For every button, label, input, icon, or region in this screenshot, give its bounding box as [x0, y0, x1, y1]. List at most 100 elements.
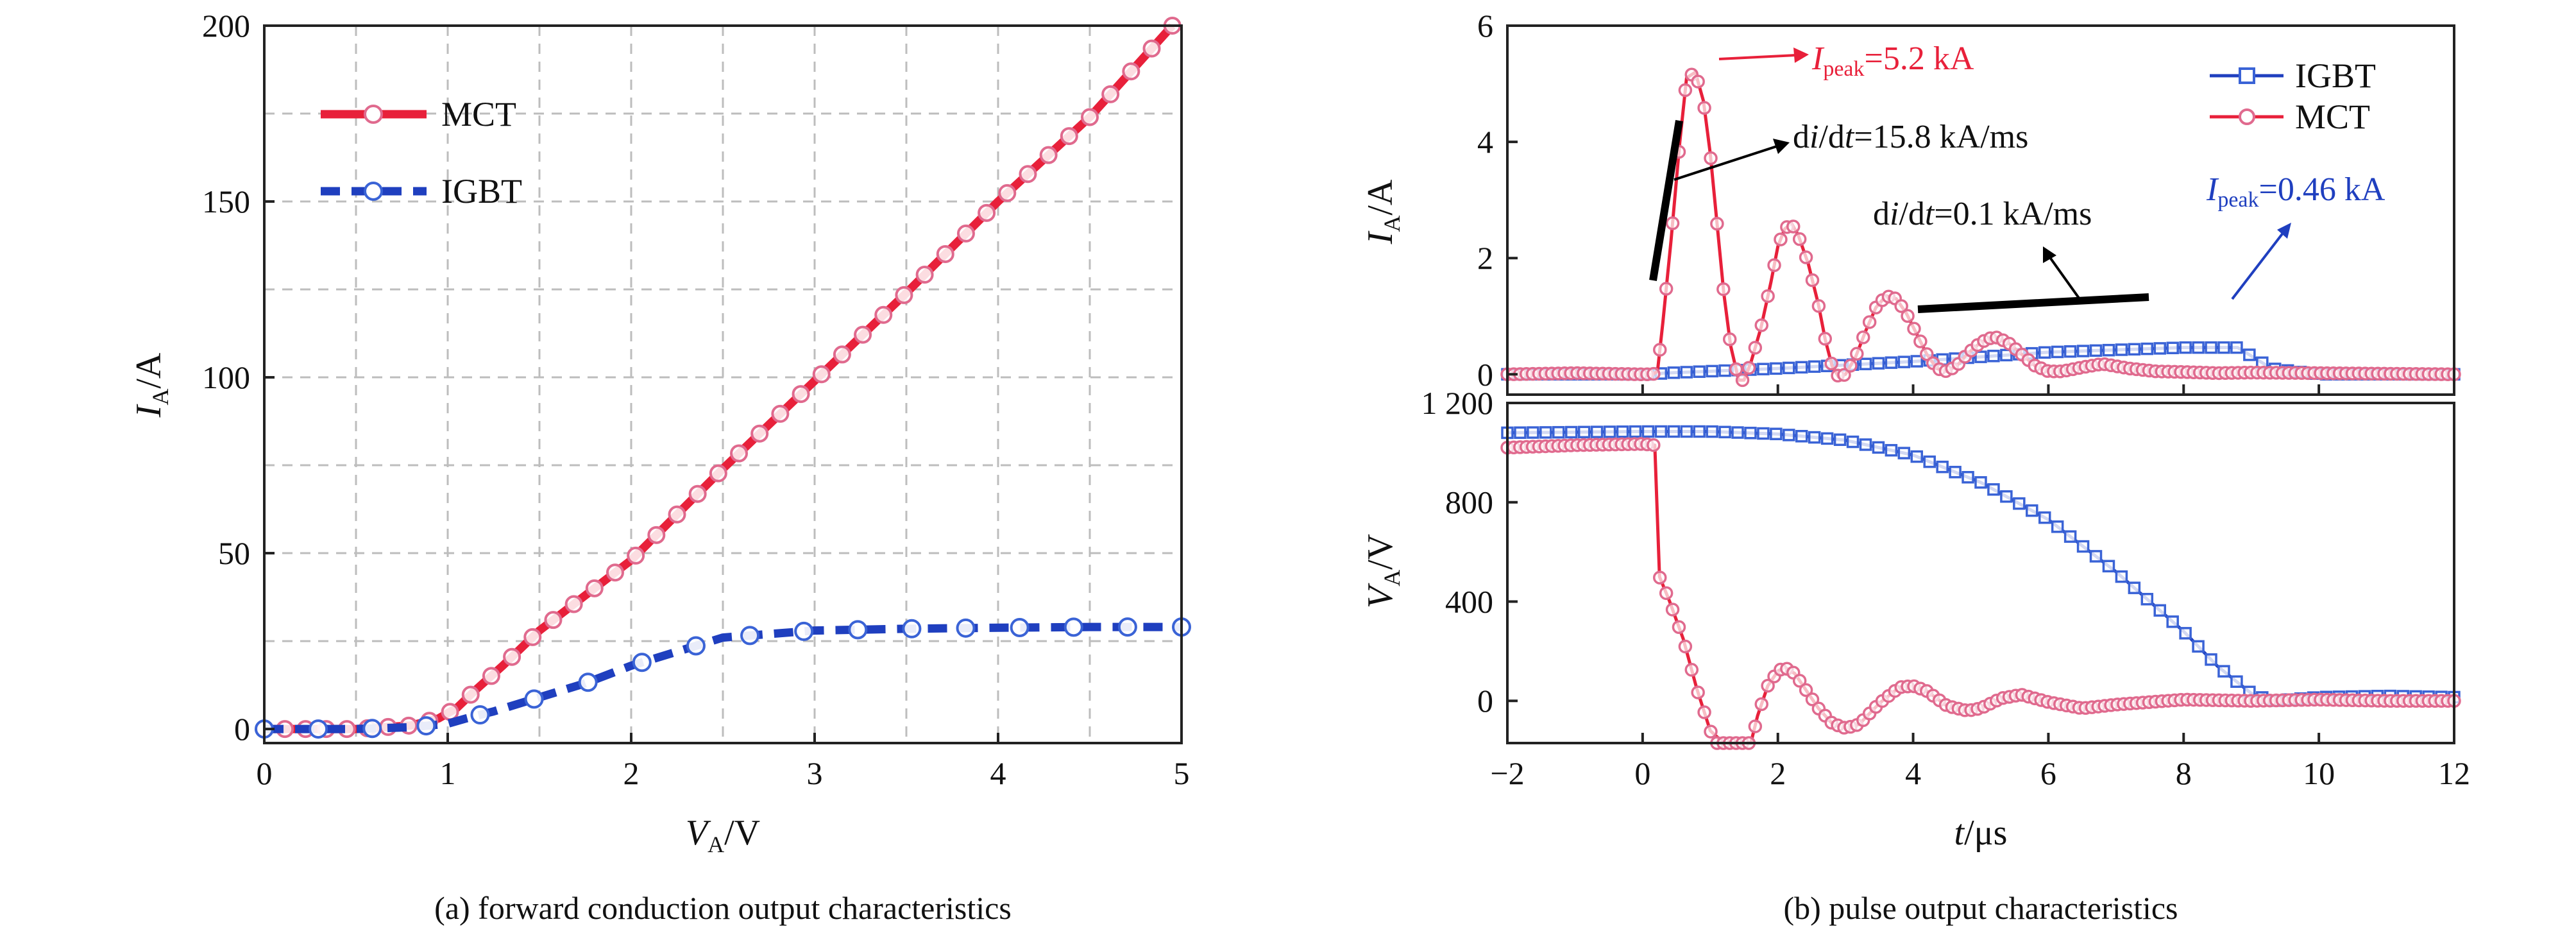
- data-point-mct: [627, 546, 645, 565]
- data-point-mct: [564, 595, 583, 613]
- data-point-mct: [998, 184, 1017, 202]
- data-point-igbt: [2102, 560, 2115, 573]
- data-point-igbt: [1757, 427, 1770, 440]
- data-point-mct: [1019, 165, 1037, 184]
- data-point-igbt: [1680, 366, 1693, 379]
- data-point-igbt: [1693, 425, 1706, 438]
- y-tick-label: 1 200: [1421, 385, 1494, 421]
- data-point-igbt: [1846, 435, 1860, 449]
- data-point-igbt: [1706, 425, 1718, 438]
- data-point-mct: [915, 266, 934, 284]
- data-point-igbt: [2166, 341, 2179, 354]
- data-point-mct: [1799, 250, 1813, 264]
- data-point-igbt: [1820, 432, 1834, 445]
- didt-mct-arrow: [1674, 145, 1777, 181]
- x-tick-label: 4: [1905, 755, 1921, 791]
- data-point-mct: [1774, 232, 1788, 246]
- x-tick-label: −2: [1490, 755, 1524, 791]
- y-tick-label: 50: [218, 535, 250, 571]
- data-point-mct: [1659, 586, 1674, 601]
- ipeak-igbt-arrow: [2231, 231, 2285, 300]
- data-point-mct: [1818, 332, 1833, 346]
- data-point-igbt: [1795, 430, 1808, 443]
- data-point-igbt: [794, 621, 814, 641]
- data-point-igbt: [902, 619, 922, 638]
- data-point-igbt: [2166, 615, 2179, 628]
- data-point-igbt: [1667, 366, 1681, 379]
- panel-b-bottom-frame: [1506, 402, 2455, 744]
- data-point-mct: [792, 385, 810, 404]
- data-point-mct: [1659, 282, 1674, 296]
- data-point-igbt: [2115, 343, 2128, 356]
- data-point-mct: [1652, 570, 1667, 585]
- legend-mct-marker: [364, 105, 383, 124]
- data-point-igbt: [2128, 343, 2141, 356]
- y-tick-label: 2: [1477, 240, 1493, 276]
- data-point-igbt: [1010, 617, 1030, 637]
- data-point-igbt: [1808, 431, 1821, 444]
- data-point-mct: [1792, 232, 1807, 246]
- data-point-mct: [1862, 315, 1877, 329]
- data-point-igbt: [848, 620, 868, 640]
- data-point-mct: [1122, 62, 1140, 81]
- data-point-mct: [1710, 216, 1724, 231]
- data-point-mct: [606, 563, 624, 582]
- data-point-mct: [771, 404, 790, 423]
- data-point-igbt: [1552, 425, 1565, 439]
- data-point-igbt: [2153, 604, 2166, 617]
- data-point-mct: [1081, 108, 1099, 126]
- panel-b-x-axis-label: t/μs: [1954, 813, 2008, 853]
- data-point-igbt: [1731, 426, 1744, 439]
- data-point-mct: [1647, 438, 1661, 452]
- ipeak-igbt-label: Ipeak=0.46 kA: [2206, 171, 2385, 212]
- data-point-mct: [1786, 219, 1801, 234]
- legend-b-igbt-label: IGBT: [2295, 56, 2376, 95]
- data-point-igbt: [1527, 426, 1539, 439]
- legend-igbt-label: IGBT: [441, 172, 522, 210]
- data-point-mct: [482, 667, 500, 685]
- data-point-mct: [874, 305, 893, 324]
- didt-mct-label: di/dt=15.8 kA/ms: [1793, 119, 2028, 155]
- data-point-mct: [1691, 74, 1705, 89]
- data-point-mct: [895, 286, 913, 304]
- data-point-mct: [503, 647, 521, 666]
- data-point-mct: [1665, 603, 1680, 617]
- data-point-igbt: [362, 719, 382, 739]
- data-point-igbt: [1564, 425, 1578, 439]
- data-point-igbt: [1808, 360, 1821, 373]
- data-point-igbt: [2038, 346, 2051, 359]
- data-point-mct: [812, 365, 831, 384]
- series-line-igbt: [1507, 429, 2455, 703]
- data-point-igbt: [1616, 425, 1629, 438]
- data-point-mct: [1684, 663, 1699, 677]
- data-point-mct: [709, 464, 727, 483]
- data-point-mct: [1704, 151, 1718, 166]
- y-tick-label: 150: [202, 184, 250, 219]
- data-point-igbt: [2192, 341, 2205, 354]
- data-point-igbt: [1885, 443, 1898, 457]
- didt-igbt-arrow: [2048, 255, 2083, 303]
- data-point-mct: [1754, 697, 1768, 712]
- data-point-igbt: [1718, 364, 1731, 377]
- data-point-mct: [461, 685, 480, 704]
- data-point-igbt: [1962, 470, 1974, 484]
- data-point-igbt: [2000, 490, 2013, 503]
- panel-b-top-y-axis-label: IA/A: [1360, 179, 1405, 244]
- data-point-igbt: [1693, 365, 1706, 378]
- data-point-mct: [668, 505, 686, 524]
- data-point-igbt: [2230, 341, 2243, 354]
- data-point-igbt: [1680, 425, 1693, 438]
- data-point-mct: [730, 444, 749, 463]
- panel-b-legend: IGBT MCT: [2210, 56, 2376, 136]
- data-point-igbt: [1718, 425, 1731, 439]
- data-point-igbt: [1859, 438, 1872, 451]
- x-tick-label: 10: [2303, 755, 2335, 791]
- data-point-mct: [1729, 362, 1743, 377]
- data-point-igbt: [1872, 441, 1885, 454]
- data-point-mct: [1748, 341, 1763, 355]
- data-point-igbt: [1603, 425, 1616, 438]
- data-point-mct: [1741, 361, 1756, 375]
- data-point-mct: [1837, 368, 1851, 382]
